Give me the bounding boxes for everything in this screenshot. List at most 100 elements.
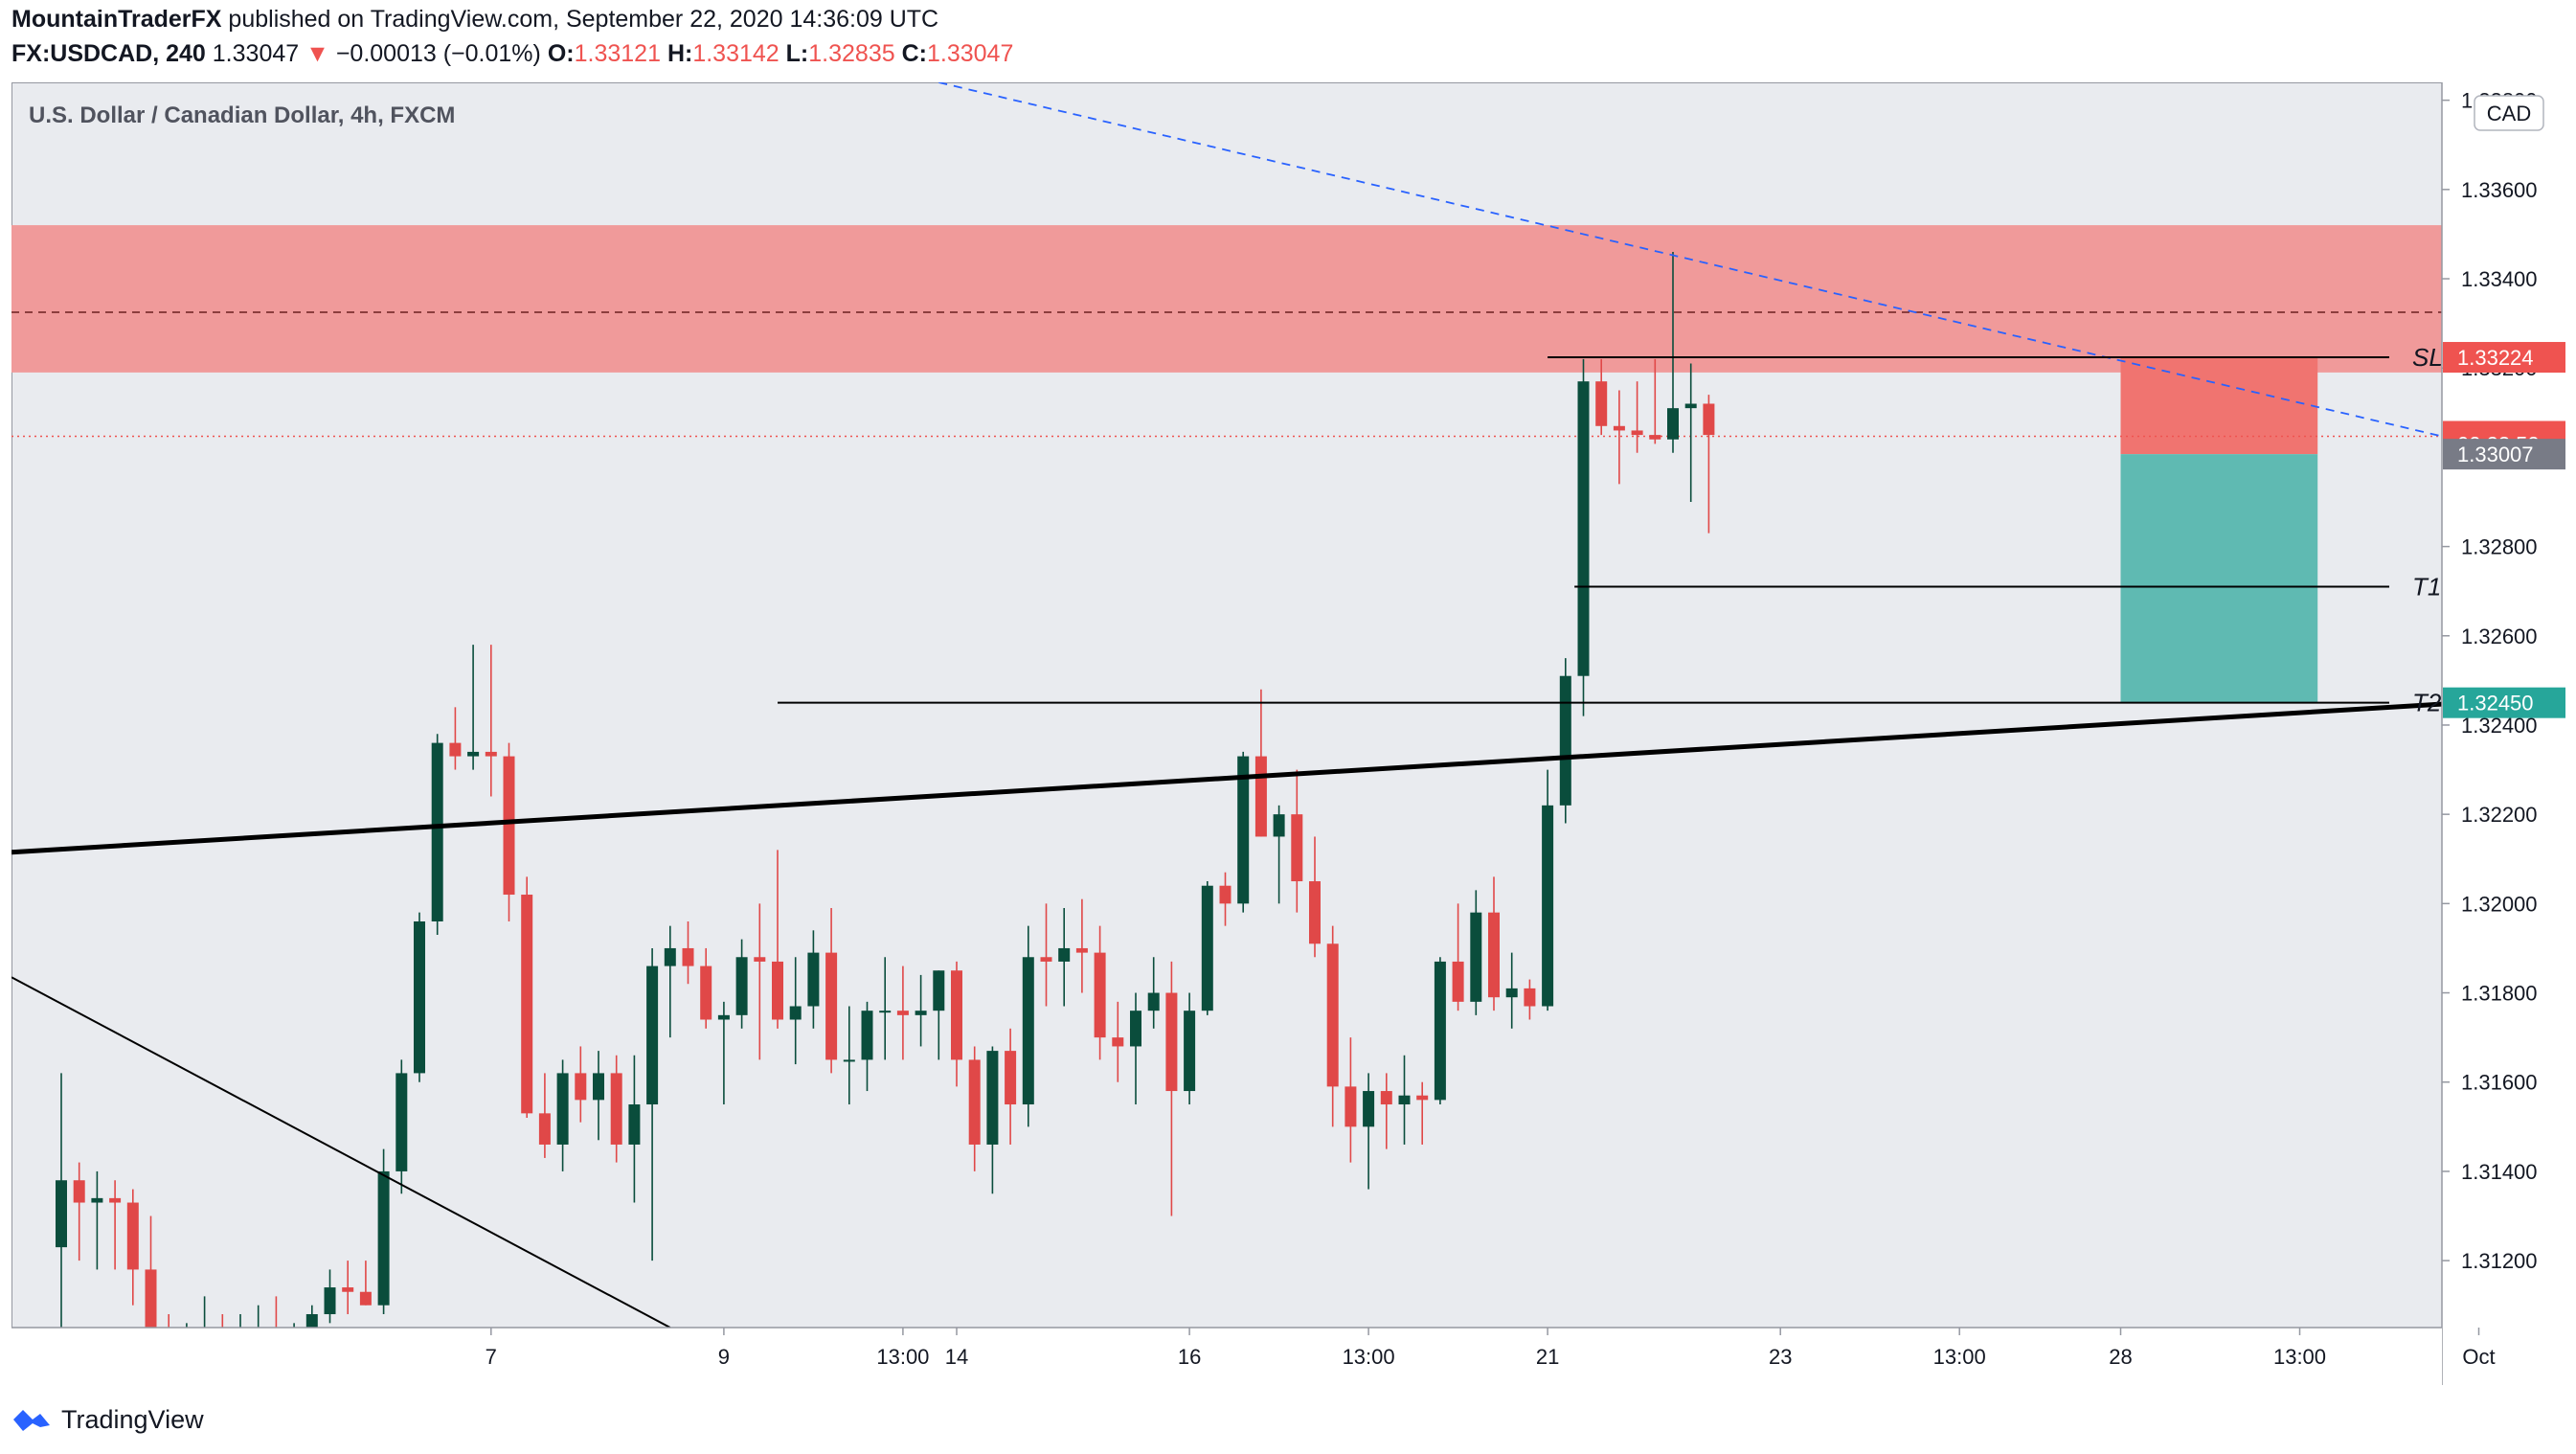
candle[interactable] [73,1162,85,1261]
candle-body[interactable] [1344,1086,1357,1127]
candle[interactable] [1488,876,1500,1011]
candle[interactable] [879,957,892,1060]
candle[interactable] [951,961,962,1087]
candle[interactable] [485,645,497,797]
candle[interactable] [646,947,659,1261]
candle[interactable] [1470,890,1482,1015]
candle[interactable] [789,957,802,1065]
candle-body[interactable] [1434,961,1446,1101]
candle[interactable] [1559,658,1571,824]
candle-body[interactable] [807,952,820,1007]
candle[interactable] [449,707,462,770]
candle[interactable] [754,903,766,1060]
candle[interactable] [1416,1081,1429,1145]
candle-body[interactable] [575,1073,587,1101]
candle-body[interactable] [126,1202,139,1270]
candle[interactable] [1577,358,1590,716]
candle[interactable] [1075,898,1088,993]
candle-body[interactable] [1112,1037,1124,1047]
candle[interactable] [1684,363,1697,502]
candle[interactable] [896,966,909,1060]
candle[interactable] [628,1055,641,1203]
candle[interactable] [593,1051,604,1141]
candle-body[interactable] [717,1014,730,1020]
candle-body[interactable] [1219,885,1232,904]
candle-body[interactable] [1237,756,1250,904]
descending-trendline[interactable] [11,976,671,1328]
candle[interactable] [1542,769,1554,1011]
candle-body[interactable] [449,742,462,757]
candle-body[interactable] [305,1314,318,1332]
candle-body[interactable] [503,756,515,896]
candle[interactable] [825,908,838,1074]
candle-body[interactable] [1022,957,1034,1105]
candle[interactable] [1505,952,1518,1029]
candle-body[interactable] [754,957,766,962]
candle-body[interactable] [1058,947,1071,962]
candle-body[interactable] [1398,1095,1411,1105]
candle-body[interactable] [1470,912,1482,1002]
candle-body[interactable] [1094,952,1106,1038]
candle-body[interactable] [1416,1095,1429,1101]
candle-body[interactable] [109,1197,122,1203]
candle-body[interactable] [1075,947,1088,953]
candle-body[interactable] [1613,425,1625,431]
candle-body[interactable] [414,920,425,1074]
candle-body[interactable] [395,1073,408,1171]
candle-body[interactable] [359,1291,372,1306]
candle[interactable] [377,1148,390,1315]
candle[interactable] [1094,925,1106,1060]
candle[interactable] [270,1296,282,1350]
candle-body[interactable] [521,895,533,1114]
candle[interactable] [1201,881,1213,1015]
candle[interactable] [1398,1055,1411,1145]
candle[interactable] [1613,390,1625,485]
candle-body[interactable] [700,966,712,1020]
candle[interactable] [556,1059,569,1171]
candle-body[interactable] [610,1073,622,1145]
candle[interactable] [1344,1037,1357,1163]
candle-body[interactable] [1040,957,1052,962]
time-axis[interactable] [11,1328,2442,1385]
candle-body[interactable] [968,1059,981,1145]
candle-body[interactable] [1273,814,1285,837]
candle[interactable] [575,1046,587,1123]
candle[interactable] [431,734,443,935]
candle-body[interactable] [664,947,676,966]
candle[interactable] [235,1314,246,1359]
candle[interactable] [915,974,927,1047]
candle[interactable] [1273,805,1285,904]
candle-body[interactable] [1667,408,1679,440]
candle[interactable] [1703,395,1715,534]
candle-body[interactable] [1703,403,1715,436]
candle[interactable] [843,1006,855,1105]
candle-body[interactable] [1488,912,1500,998]
candle[interactable] [1649,358,1661,444]
support-trendline[interactable] [11,701,2442,855]
candle[interactable] [700,947,712,1029]
candle-body[interactable] [682,947,694,966]
candle-body[interactable] [1326,943,1339,1087]
candle-body[interactable] [91,1197,103,1203]
candle-body[interactable] [1005,1051,1017,1105]
candle-body[interactable] [485,751,497,757]
candle[interactable] [861,1001,873,1092]
candle[interactable] [1040,903,1052,1007]
candle[interactable] [414,912,425,1082]
candle-body[interactable] [1291,814,1303,882]
candle[interactable] [1380,1073,1392,1149]
candle-body[interactable] [1595,381,1608,426]
candle[interactable] [717,1001,730,1105]
candle[interactable] [56,1073,67,1336]
candle[interactable] [1005,1028,1017,1145]
candle-body[interactable] [73,1180,85,1203]
candle-body[interactable] [1649,435,1661,440]
candle[interactable] [199,1296,211,1385]
candle[interactable] [1363,1073,1375,1190]
stop-loss-area[interactable] [2120,357,2318,455]
candle[interactable] [503,742,515,921]
candle[interactable] [324,1269,336,1324]
candle-body[interactable] [879,1011,892,1013]
tradingview-logo-icon[interactable] [11,1406,52,1433]
candle-body[interactable] [896,1011,909,1015]
